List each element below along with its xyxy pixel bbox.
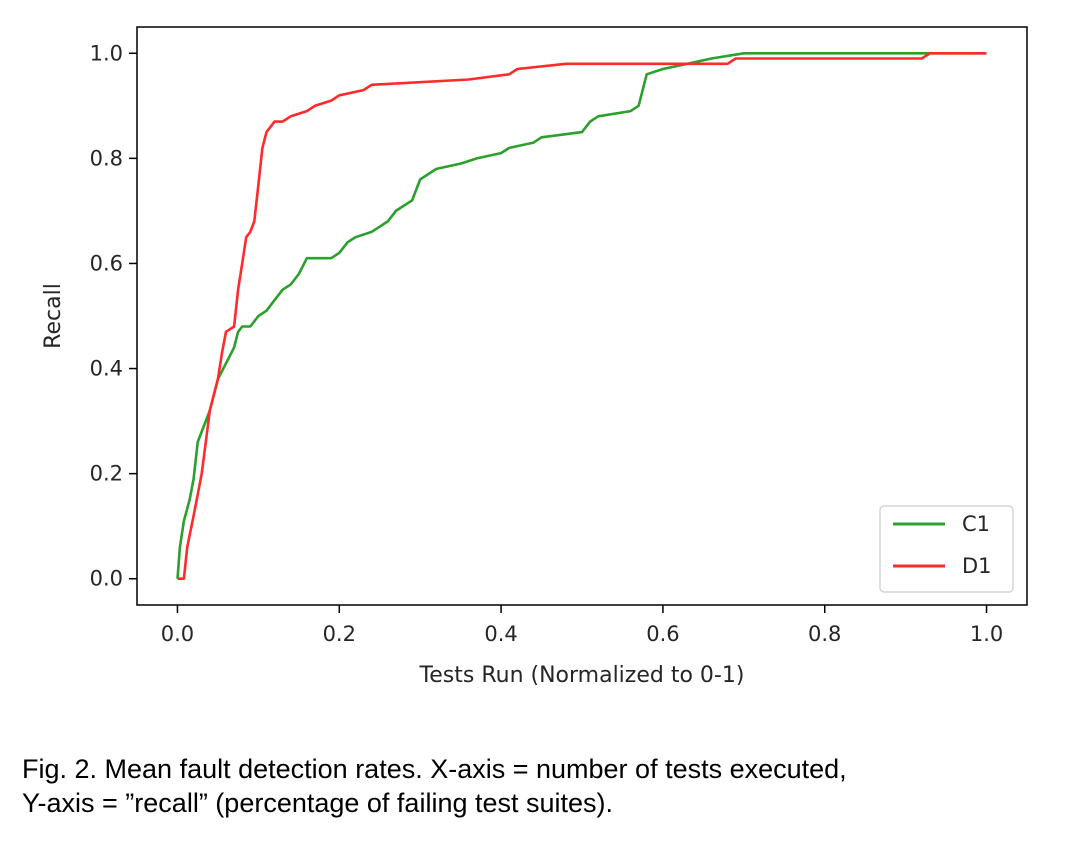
series-line-d1: [177, 51, 987, 581]
y-tick-label: 1.0: [90, 41, 123, 65]
series-line-c1: [176, 51, 987, 579]
legend: C1 D1: [879, 505, 1014, 593]
x-tick-label: 0.8: [808, 622, 841, 646]
y-tick-label: 0.0: [90, 567, 123, 591]
y-axis-label: Recall: [41, 283, 66, 349]
figure-caption: Fig. 2. Mean fault detection rates. X-ax…: [22, 752, 1032, 820]
x-tick-label: 0.0: [161, 622, 194, 646]
caption-line-1: Fig. 2. Mean fault detection rates. X-ax…: [22, 754, 847, 784]
plot-frame: [136, 26, 1028, 606]
x-tick-label: 1.0: [970, 622, 1003, 646]
y-tick-label: 0.4: [90, 357, 123, 381]
caption-line-2: Y-axis = ”recall” (percentage of failing…: [22, 788, 614, 818]
legend-label-c1: C1: [962, 512, 990, 536]
legend-box: [879, 505, 1014, 593]
y-axis-ticks: 0.0 0.2 0.4 0.6 0.8 1.0: [90, 41, 137, 591]
y-tick-label: 0.6: [90, 251, 123, 275]
series-lines: [176, 51, 987, 581]
legend-label-d1: D1: [962, 554, 992, 578]
x-tick-label: 0.2: [323, 622, 356, 646]
y-tick-label: 0.8: [90, 146, 123, 170]
y-tick-label: 0.2: [90, 462, 123, 486]
x-axis-label: Tests Run (Normalized to 0-1): [419, 663, 745, 688]
x-axis-ticks: 0.0 0.2 0.4 0.6 0.8 1.0: [161, 605, 1003, 646]
x-tick-label: 0.6: [646, 622, 679, 646]
line-chart: 0.0 0.2 0.4 0.6 0.8 1.0 0.0 0.2 0.4 0.6 0.8 1.0 Te…: [41, 26, 1028, 688]
x-tick-label: 0.4: [484, 622, 517, 646]
